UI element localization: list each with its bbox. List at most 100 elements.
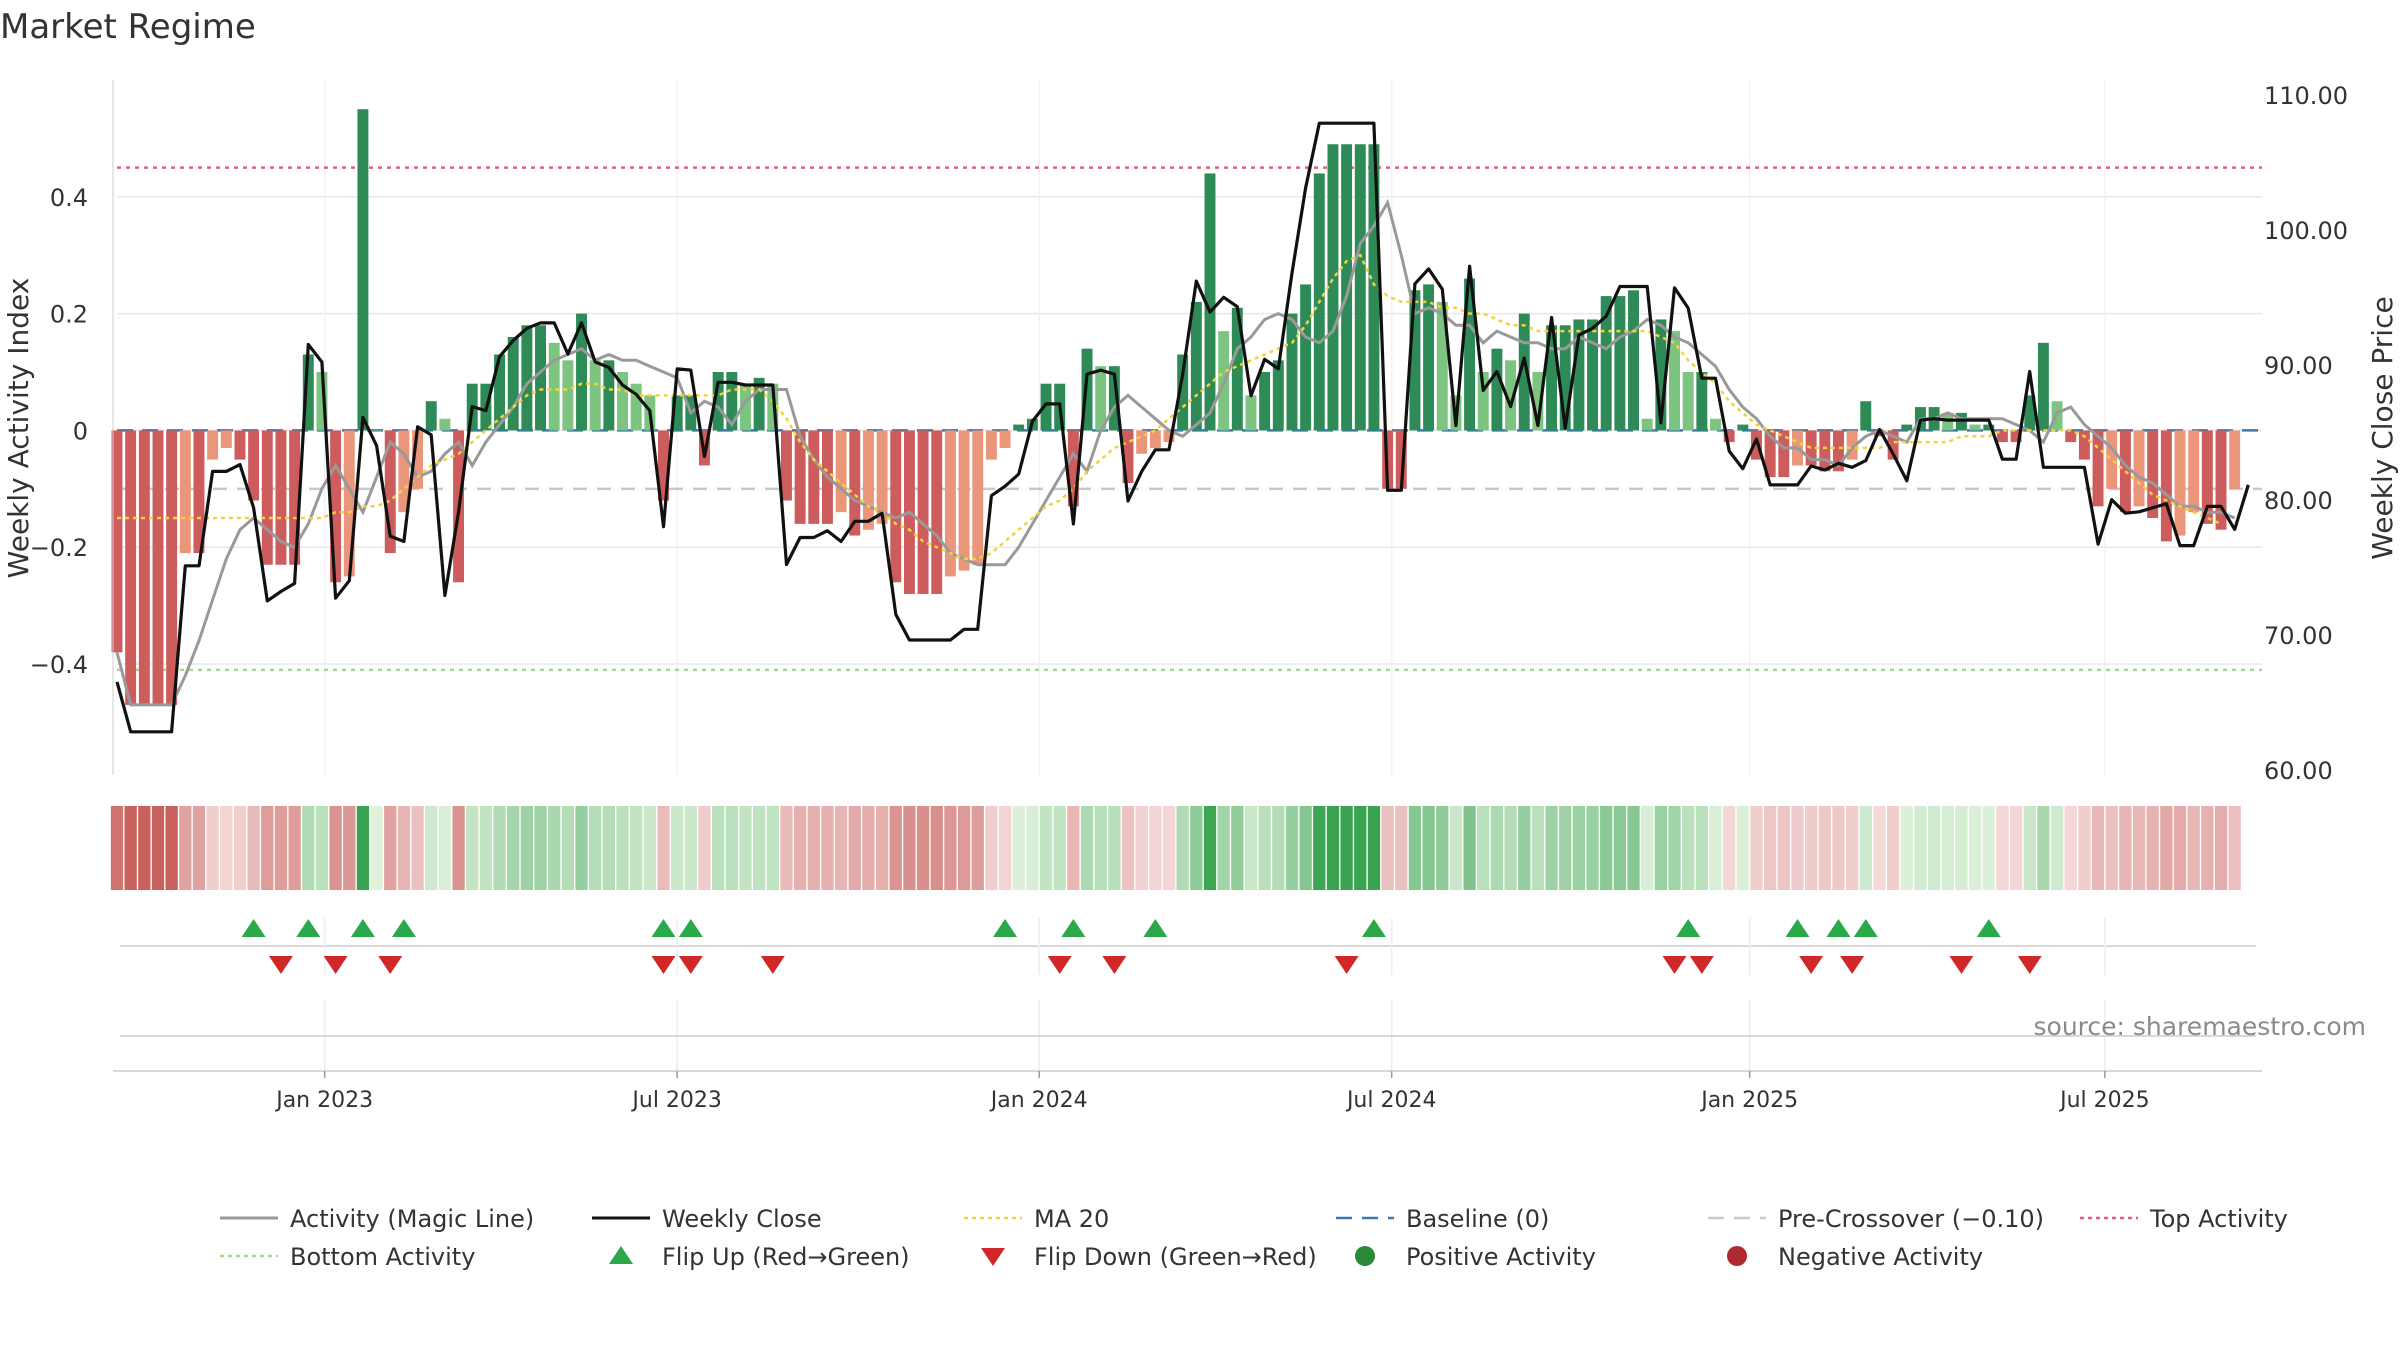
flip-up-marker-11	[1785, 919, 1810, 937]
regime-cell-153	[2201, 806, 2214, 890]
regime-cell-28	[493, 806, 506, 890]
regime-cell-115	[1682, 806, 1695, 890]
regime-cell-47	[752, 806, 766, 890]
activity-bar-62	[958, 430, 970, 571]
activity-bar-65	[999, 430, 1011, 448]
activity-bar-150	[2160, 430, 2172, 542]
activity-bar-38	[630, 383, 642, 431]
activity-bar-23	[425, 401, 437, 431]
regime-cell-3	[151, 806, 165, 890]
regime-cell-135	[1955, 806, 1968, 890]
regime-cell-16	[329, 806, 342, 890]
regime-cell-53	[834, 806, 848, 890]
regime-cell-128	[1859, 806, 1872, 890]
regime-cell-83	[1244, 806, 1258, 890]
regime-cell-152	[2187, 806, 2200, 890]
regime-cell-84	[1258, 806, 1271, 890]
regime-cell-97	[1436, 806, 1449, 890]
regime-cell-18	[356, 806, 370, 890]
regime-cell-48	[766, 806, 779, 890]
flip-up-marker-7	[1061, 919, 1086, 937]
activity-bar-115	[1682, 372, 1694, 431]
regime-cell-137	[1982, 806, 1995, 890]
activity-bar-130	[1887, 430, 1899, 460]
left-tick-label-3: 0.2	[50, 301, 88, 329]
activity-bar-84	[1259, 372, 1271, 431]
activity-bar-45	[726, 372, 738, 431]
regime-cell-42	[684, 806, 697, 890]
flip-up-marker-12	[1826, 919, 1851, 937]
series-lines	[115, 121, 2250, 734]
activity-bar-116	[1696, 372, 1708, 431]
x-tick-label-1: Jul 2023	[630, 1088, 722, 1113]
activity-bar-47	[753, 377, 765, 431]
activity-bar-49	[780, 430, 792, 501]
regime-cell-58	[903, 806, 916, 890]
left-tick-label-0: −0.4	[30, 651, 88, 679]
regime-cell-77	[1162, 806, 1176, 890]
regime-cell-25	[452, 806, 465, 890]
regime-cell-29	[507, 806, 520, 890]
activity-bar-19	[371, 430, 383, 432]
flip-up-marker-13	[1853, 919, 1878, 937]
regime-cell-37	[616, 806, 629, 890]
regime-cell-56	[875, 806, 889, 890]
regime-cell-109	[1600, 806, 1613, 890]
regime-cell-117	[1709, 806, 1722, 890]
x-tick-label-3: Jul 2024	[1345, 1088, 1437, 1113]
regime-cell-138	[1996, 806, 2009, 890]
activity-bar-79	[1190, 301, 1202, 431]
regime-cell-4	[165, 806, 178, 890]
activity-bar-9	[234, 430, 246, 460]
regime-cell-52	[821, 806, 834, 890]
regime-cell-17	[343, 806, 356, 890]
regime-cell-91	[1354, 806, 1367, 890]
activity-bar-118	[1723, 430, 1735, 443]
flip-down-marker-3	[651, 956, 676, 974]
activity-bar-139	[2010, 430, 2022, 443]
activity-bar-87	[1300, 284, 1312, 431]
activity-bar-148	[2133, 430, 2145, 507]
activity-bar-1	[125, 430, 137, 705]
regime-cell-12	[274, 806, 288, 890]
activity-bar-112	[1641, 418, 1653, 431]
regime-cell-10	[247, 806, 260, 890]
activity-bar-99	[1464, 278, 1476, 431]
source-note: source: sharemaestro.com	[2034, 1012, 2367, 1041]
activity-bar-108	[1587, 319, 1599, 431]
activity-bar-85	[1272, 360, 1284, 431]
regime-cell-87	[1299, 806, 1312, 890]
activity-bar-37	[617, 372, 628, 431]
regime-cell-122	[1777, 806, 1790, 890]
activity-bar-64	[985, 430, 997, 460]
activity-bar-91	[1354, 144, 1366, 431]
regime-cell-60	[930, 806, 943, 890]
activity-bar-29	[507, 336, 519, 431]
flip-down-marker-6	[1047, 956, 1072, 974]
activity-bar-11	[261, 430, 273, 565]
regime-cell-14	[302, 806, 315, 890]
activity-bar-57	[890, 430, 902, 583]
activity-bar-73	[1108, 366, 1120, 431]
regime-cell-118	[1723, 806, 1736, 890]
regime-cell-142	[2050, 806, 2064, 890]
left-tick-label-2: 0	[73, 417, 88, 445]
flip-up-marker-4	[651, 919, 676, 937]
regime-cell-129	[1873, 806, 1886, 890]
flip-down-marker-10	[1689, 956, 1714, 974]
flip-down-marker-11	[1799, 956, 1824, 974]
regime-cell-95	[1408, 806, 1422, 890]
flip-down-marker-2	[378, 956, 403, 974]
activity-bar-153	[2201, 430, 2213, 524]
regime-cell-136	[1968, 806, 1982, 890]
right-tick-label-3: 90.00	[2264, 352, 2333, 380]
regime-cell-24	[438, 806, 452, 890]
activity-bar-152	[2188, 430, 2200, 513]
activity-bar-55	[862, 430, 874, 530]
activity-bar-121	[1764, 430, 1776, 478]
regime-cell-19	[370, 806, 383, 890]
x-tick-label-5: Jul 2025	[2058, 1088, 2150, 1113]
activity-bar-12	[275, 430, 287, 565]
legend-item-8: Flip Down (Green→Red)	[981, 1243, 1317, 1271]
flip-up-marker-5	[678, 919, 703, 937]
